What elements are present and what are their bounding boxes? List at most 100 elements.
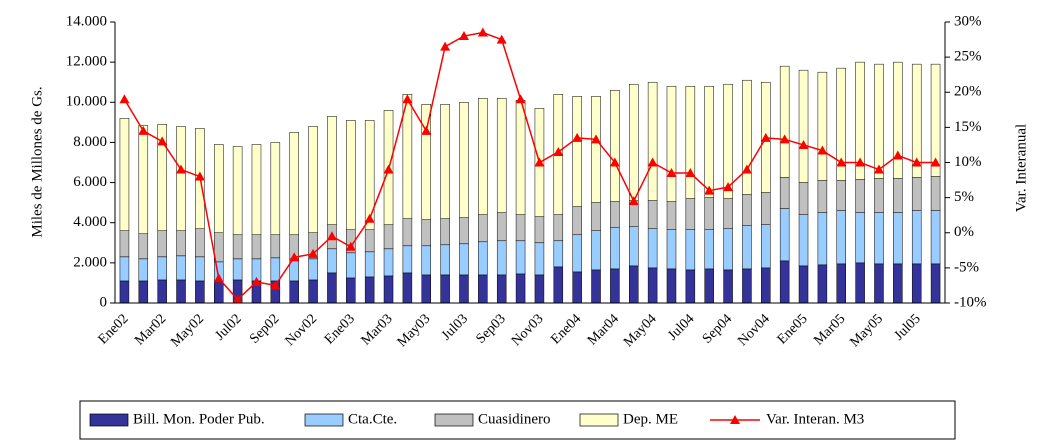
line-marker (515, 94, 526, 104)
bar-segment (761, 224, 771, 269)
legend-swatch (434, 413, 474, 427)
bar-segment (779, 260, 790, 304)
y-tick-label: 14.000 (66, 13, 107, 29)
bar-segment (930, 63, 941, 177)
bar-segment (930, 263, 941, 304)
bar-segment (327, 116, 337, 225)
bar-segment (836, 210, 846, 265)
bar-segment (478, 214, 488, 243)
bar-segment (855, 212, 865, 264)
bar-segment (647, 81, 658, 201)
bar-segment (478, 98, 488, 215)
bar-segment (647, 228, 658, 269)
line-marker (383, 164, 394, 174)
legend-label: Var. Interan. M3 (766, 411, 864, 427)
x-tick-label: Ene02 (96, 311, 132, 347)
bar-segment (232, 146, 243, 236)
bar-segment (421, 245, 431, 276)
line-marker (704, 185, 715, 195)
bar-segment (496, 274, 507, 304)
line-marker (270, 280, 281, 290)
bar-segment (874, 263, 884, 304)
bar-segment (817, 71, 828, 181)
legend-label: Bill. Mon. Poder Pub. (133, 411, 265, 427)
line-marker (685, 168, 696, 178)
bar-segment (911, 263, 922, 304)
bar-segment (572, 96, 582, 207)
bar-segment (534, 216, 545, 244)
y-tick-label: 12.000 (66, 54, 107, 70)
bar-segment (553, 240, 564, 268)
line-marker (176, 164, 187, 174)
bar-segment (138, 258, 149, 282)
y2-tick-label: -5% (954, 259, 979, 275)
line-marker (779, 134, 790, 144)
x-tick-label: Sep02 (247, 311, 282, 346)
bar-segment (629, 265, 639, 304)
bar-segment (911, 210, 922, 265)
y2-tick-label: 25% (954, 49, 982, 65)
bar-segment (138, 280, 149, 304)
line-marker (911, 157, 922, 167)
bar-segment (610, 89, 620, 202)
line-marker (232, 294, 243, 304)
bar-segment (364, 276, 375, 304)
y-tick-label: 8.000 (73, 134, 107, 150)
line-marker (251, 276, 262, 286)
bar-segment (874, 178, 884, 213)
bar-segment (817, 212, 828, 266)
x-tick-label: May05 (847, 311, 886, 350)
line-marker (553, 146, 564, 156)
bar-segment (402, 94, 413, 219)
bar-segment (798, 214, 809, 267)
bar-segment (327, 248, 337, 274)
bar-segment (459, 102, 469, 218)
bar-segment (893, 212, 903, 265)
x-tick-label: May04 (621, 311, 660, 350)
legend-label: Dep. ME (623, 411, 678, 427)
y2-tick-label: 0% (954, 224, 974, 240)
line-marker (534, 157, 545, 167)
bar-segment (647, 267, 658, 304)
x-tick-label: Jul05 (892, 311, 924, 343)
bar-segment (647, 200, 658, 229)
bar-segment (346, 277, 356, 304)
x-tick-label: Ene05 (775, 311, 811, 347)
bar-segment (666, 85, 677, 202)
line-marker (138, 125, 149, 135)
bar-segment (685, 269, 696, 304)
line-marker (213, 273, 224, 283)
x-tick-label: May03 (395, 311, 434, 350)
y2-axis-label: Var. Interanual (1013, 124, 1029, 212)
bar-segment (723, 228, 733, 271)
bar-segment (402, 218, 413, 247)
y2-tick-label: 15% (954, 119, 982, 135)
x-tick-label: Sep03 (473, 311, 508, 346)
bar-segment (346, 252, 356, 279)
line-marker (496, 34, 507, 44)
bar-segment (855, 262, 865, 304)
bar-segment (308, 126, 318, 233)
bar-segment (440, 244, 450, 276)
bar-segment (383, 224, 394, 250)
line-marker (194, 171, 205, 181)
bar-segment (817, 264, 828, 304)
bar-segment (157, 256, 167, 281)
bar-segment (591, 230, 601, 271)
bar-segment (119, 118, 130, 231)
y-tick-label: 6.000 (73, 174, 107, 190)
y-tick-label: 0 (100, 294, 108, 310)
line (123, 31, 936, 301)
line-marker (572, 132, 583, 142)
bar-segment (364, 251, 375, 278)
bar-segment (798, 69, 809, 183)
legend-swatch (89, 413, 129, 427)
bar-segment (157, 124, 167, 231)
bar-segment (515, 240, 526, 275)
bar-segment (308, 279, 318, 304)
bar-segment (195, 280, 205, 304)
line-marker (930, 157, 941, 167)
bar-segment (704, 268, 714, 304)
bar-segment (119, 230, 130, 258)
x-tick-label: Nov04 (735, 311, 773, 349)
